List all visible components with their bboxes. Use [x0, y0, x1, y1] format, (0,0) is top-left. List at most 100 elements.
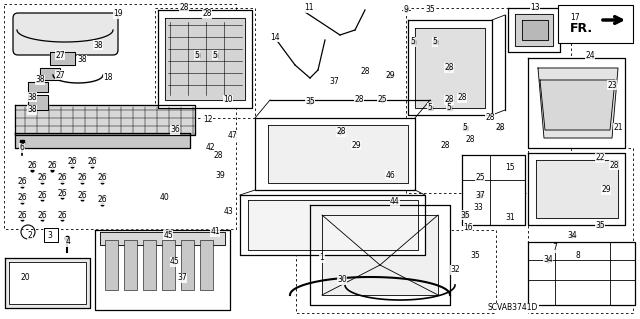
Polygon shape: [536, 160, 618, 218]
Text: 19: 19: [113, 10, 123, 19]
Text: 5: 5: [411, 38, 415, 47]
Text: 26: 26: [77, 174, 87, 182]
Text: 28: 28: [179, 4, 189, 12]
Text: 4: 4: [65, 238, 70, 247]
Text: 3: 3: [47, 231, 52, 240]
Text: 35: 35: [460, 211, 470, 219]
Polygon shape: [44, 228, 58, 242]
Text: 30: 30: [337, 276, 347, 285]
Bar: [200, 240, 213, 290]
Text: 39: 39: [215, 170, 225, 180]
Polygon shape: [415, 28, 485, 108]
Text: 12: 12: [204, 115, 212, 124]
Polygon shape: [40, 68, 60, 80]
Text: 28: 28: [360, 68, 370, 77]
Text: 17: 17: [570, 12, 580, 21]
Text: 1: 1: [319, 254, 324, 263]
Text: 28: 28: [444, 95, 454, 105]
Polygon shape: [165, 18, 245, 100]
Polygon shape: [515, 14, 553, 46]
Text: 26: 26: [67, 158, 77, 167]
Text: 33: 33: [473, 204, 483, 212]
Text: 38: 38: [27, 106, 37, 115]
Text: 2: 2: [28, 231, 33, 240]
Text: 42: 42: [205, 144, 215, 152]
Bar: [124, 240, 137, 290]
Polygon shape: [15, 133, 190, 148]
Text: 28: 28: [465, 136, 475, 145]
Text: 29: 29: [601, 186, 611, 195]
Text: 35: 35: [595, 220, 605, 229]
Polygon shape: [158, 10, 252, 108]
Polygon shape: [240, 195, 425, 255]
Text: 35: 35: [425, 5, 435, 14]
Text: 28: 28: [355, 95, 364, 105]
Text: 37: 37: [475, 190, 485, 199]
Text: FR.: FR.: [570, 21, 593, 34]
Text: 27: 27: [55, 50, 65, 60]
Polygon shape: [248, 200, 418, 250]
Polygon shape: [50, 52, 75, 65]
Text: 28: 28: [609, 160, 619, 169]
Text: 26: 26: [57, 211, 67, 219]
Text: 5: 5: [212, 50, 218, 60]
Text: 44: 44: [390, 197, 400, 206]
Polygon shape: [538, 68, 618, 138]
Text: 5: 5: [195, 50, 200, 60]
Polygon shape: [9, 262, 86, 304]
Bar: [105, 240, 118, 290]
Text: 34: 34: [543, 256, 553, 264]
Text: 45: 45: [170, 257, 180, 266]
Text: 14: 14: [270, 33, 280, 41]
Text: 5: 5: [433, 38, 437, 47]
Text: 25: 25: [377, 95, 387, 105]
Bar: [181, 240, 194, 290]
Text: 26: 26: [27, 160, 37, 169]
Text: 26: 26: [47, 160, 57, 169]
Text: 6: 6: [20, 144, 24, 152]
Text: 34: 34: [567, 231, 577, 240]
Text: 7: 7: [552, 243, 557, 253]
Text: 22: 22: [595, 153, 605, 162]
Polygon shape: [528, 153, 625, 225]
Polygon shape: [15, 105, 195, 135]
Text: 5: 5: [428, 103, 433, 113]
Text: 45: 45: [163, 231, 173, 240]
Text: 40: 40: [160, 194, 170, 203]
Text: 11: 11: [304, 4, 314, 12]
Text: SCVAB3741D: SCVAB3741D: [488, 303, 538, 313]
Text: 35: 35: [470, 250, 480, 259]
Text: 26: 26: [97, 174, 107, 182]
Text: 8: 8: [575, 250, 580, 259]
Polygon shape: [528, 58, 625, 148]
Text: 47: 47: [227, 130, 237, 139]
Polygon shape: [462, 155, 525, 225]
Text: 26: 26: [57, 174, 67, 182]
Text: 43: 43: [223, 207, 233, 217]
Polygon shape: [28, 95, 48, 110]
Bar: [162, 240, 175, 290]
Text: 35: 35: [305, 98, 315, 107]
Bar: [558, 5, 633, 43]
Text: 29: 29: [385, 70, 395, 79]
Polygon shape: [255, 118, 415, 190]
Polygon shape: [540, 80, 615, 130]
Text: 26: 26: [37, 174, 47, 182]
Text: 26: 26: [37, 211, 47, 219]
FancyBboxPatch shape: [13, 13, 118, 55]
Text: 18: 18: [103, 73, 113, 83]
Text: 36: 36: [170, 125, 180, 135]
Text: 28: 28: [202, 10, 212, 19]
Polygon shape: [310, 205, 450, 305]
Polygon shape: [28, 82, 48, 92]
Polygon shape: [408, 20, 492, 115]
Text: 32: 32: [450, 265, 460, 275]
Text: 26: 26: [97, 196, 107, 204]
Text: 38: 38: [35, 76, 45, 85]
Text: 31: 31: [505, 213, 515, 222]
Text: 26: 26: [17, 194, 27, 203]
Text: 26: 26: [87, 158, 97, 167]
Text: 37: 37: [329, 78, 339, 86]
Text: 26: 26: [17, 177, 27, 187]
Polygon shape: [528, 242, 635, 305]
